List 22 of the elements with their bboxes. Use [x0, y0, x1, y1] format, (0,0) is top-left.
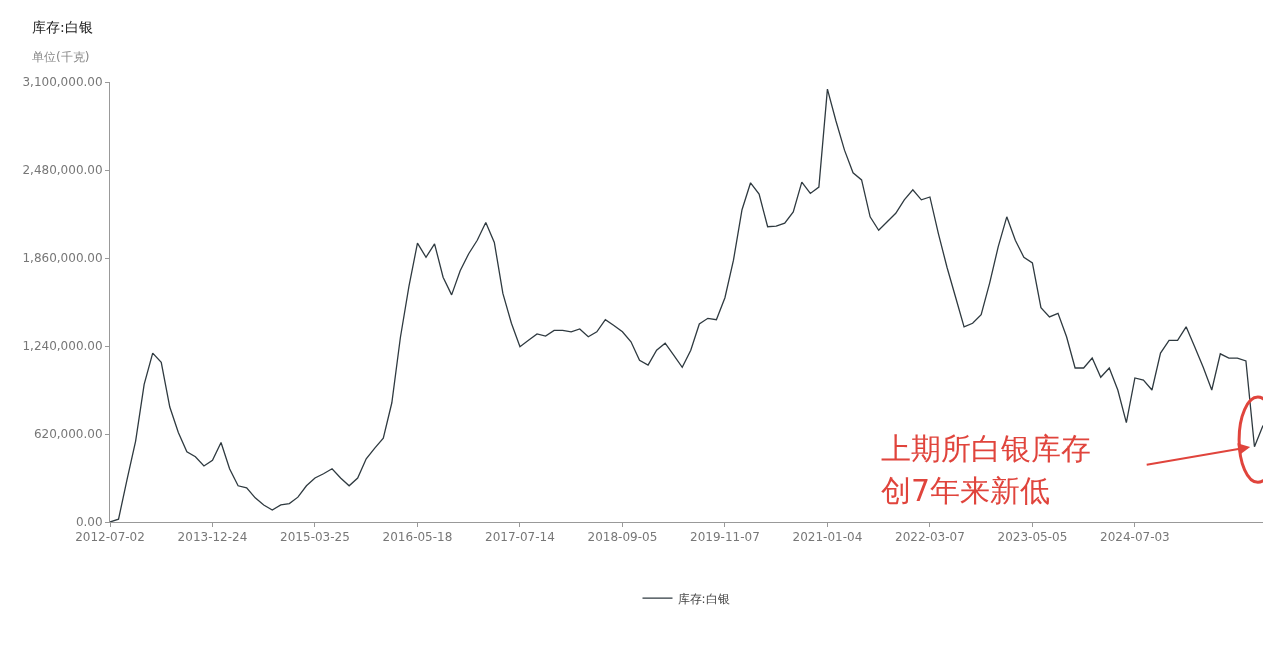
y-tick-label: 2,480,000.00: [22, 163, 103, 178]
x-tick-label: 2017-07-14: [485, 530, 555, 545]
legend-label: 库存:白银: [677, 591, 730, 606]
x-tick-label: 2018-09-05: [587, 530, 658, 545]
y-tick-label: 620,000.00: [33, 427, 103, 442]
y-axis-title: 单位(千克): [32, 50, 90, 64]
y-tick-label: 0.00: [75, 515, 103, 530]
x-tick-label: 2013-12-24: [177, 530, 248, 545]
x-tick-label: 2021-01-04: [792, 530, 863, 545]
x-tick-label: 2012-07-02: [75, 530, 145, 545]
y-tick-label: 3,100,000.00: [22, 75, 103, 90]
x-tick-label: 2024-07-03: [1100, 530, 1170, 545]
chart-title: 库存:白银: [32, 19, 93, 35]
x-tick-label: 2023-05-05: [997, 530, 1068, 545]
x-tick-label: 2016-05-18: [382, 530, 453, 545]
y-tick-label: 1,860,000.00: [22, 251, 103, 266]
x-tick-label: 2022-03-07: [895, 530, 965, 545]
annotation: 创7年来新低: [881, 473, 1051, 508]
x-tick-label: 2015-03-25: [280, 530, 350, 545]
annotation: 上期所白银库存: [881, 431, 1091, 466]
x-tick-label: 2019-11-07: [690, 530, 760, 545]
y-tick-label: 1,240,000.00: [22, 339, 103, 354]
